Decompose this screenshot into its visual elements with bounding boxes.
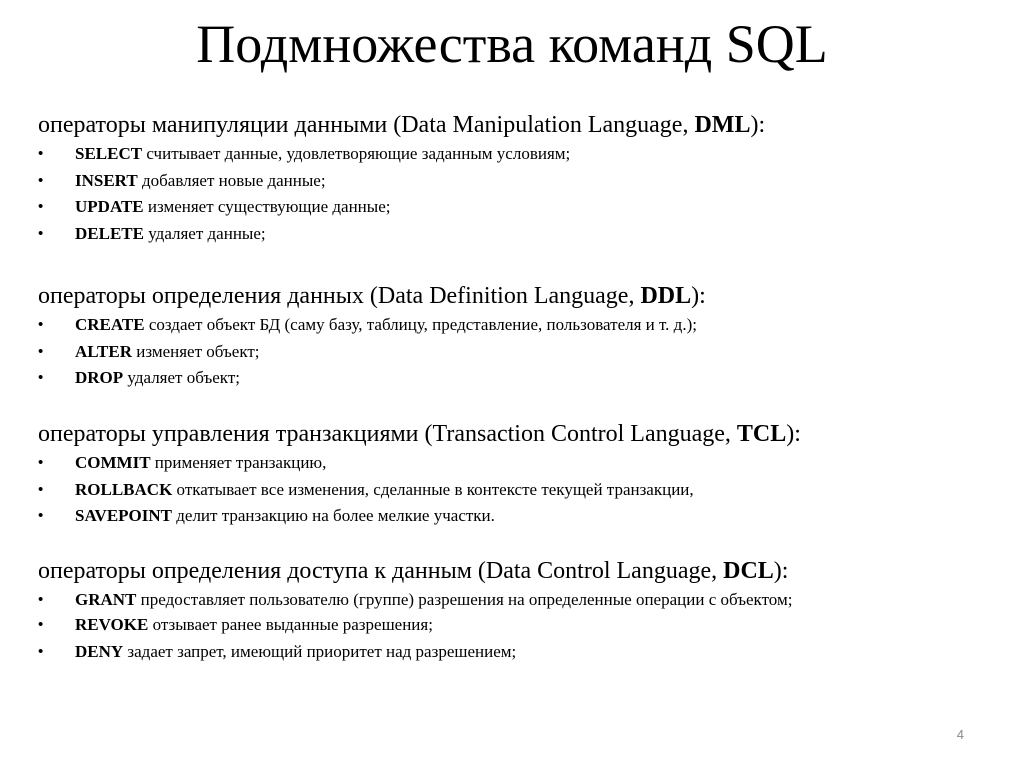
command-keyword: DROP (75, 368, 124, 387)
list-item: • DELETE удаляет данные; (38, 221, 988, 248)
command-keyword: ALTER (75, 341, 133, 361)
list-item: • UPDATE изменяет существующие данные; (38, 194, 988, 221)
command-keyword: DENY (75, 641, 124, 661)
bullet: • (38, 342, 44, 360)
section-heading-suffix: ): (773, 558, 789, 584)
section-dml: операторы манипуляции данными (Data Mani… (38, 110, 988, 247)
command-list: • GRANT предоставляет пользователю (групп… (38, 587, 988, 665)
section-heading-text: операторы определения данных (Data Defin… (38, 283, 641, 309)
command-description: добавляет новые данные; (137, 170, 326, 190)
list-item: • INSERT добавляет новые данные; (38, 168, 988, 195)
command-description: делит транзакцию на более мелкие участки… (172, 506, 495, 525)
command-keyword: DELETE (75, 223, 144, 243)
command-description: задает запрет, имеющий приоритет над раз… (123, 641, 517, 661)
command-description: считывает данные, удовлетворяющие заданн… (142, 144, 571, 163)
section-heading: операторы управления транзакциями (Trans… (38, 419, 988, 449)
list-item: • DROP удаляет объект; (38, 365, 988, 392)
command-keyword: ROLLBACK (75, 479, 173, 499)
list-item: • CREATE создает объект БД (саму базу, та… (38, 312, 988, 339)
slide-title: Подмножества команд SQL (196, 14, 828, 74)
list-item: • GRANT предоставляет пользователю (групп… (38, 587, 988, 612)
section-heading: операторы манипуляции данными (Data Mani… (38, 110, 988, 140)
bullet: • (38, 145, 44, 162)
section-heading-text: операторы манипуляции данными (Data Mani… (38, 112, 695, 138)
bullet: • (38, 171, 44, 189)
bullet: • (38, 591, 44, 608)
command-description: удаляет объект; (123, 368, 240, 387)
command-list: • CREATE создает объект БД (саму базу, та… (38, 312, 988, 392)
bullet: • (38, 198, 44, 215)
bullet: • (38, 507, 44, 524)
section-heading: операторы определения данных (Data Defin… (38, 281, 988, 311)
command-description: изменяет существующие данные; (143, 197, 391, 216)
command-description: создает объект БД (саму базу, таблицу, п… (144, 315, 697, 334)
bullet: • (38, 316, 44, 333)
command-keyword: INSERT (75, 170, 138, 190)
list-item: • ALTER изменяет объект; (38, 339, 988, 366)
command-description: предоставляет пользователю (группе) разр… (136, 590, 793, 609)
section-heading: операторы определения доступа к данным (… (38, 556, 988, 586)
command-description: удаляет данные; (143, 223, 266, 243)
list-item: • SELECT считывает данные, удовлетворяющи… (38, 141, 988, 168)
bullet: • (38, 480, 44, 498)
list-item: • DENY задает запрет, имеющий приоритет н… (38, 639, 988, 666)
section-heading-abbr: DDL (640, 283, 692, 309)
command-keyword: REVOKE (75, 615, 149, 634)
command-keyword: SAVEPOINT (75, 506, 172, 525)
list-item: • REVOKE отзывает ранее выданные разрешен… (38, 612, 988, 639)
bullet: • (38, 454, 44, 471)
command-keyword: CREATE (75, 315, 145, 334)
page-number: 4 (956, 727, 964, 742)
command-list: • COMMIT применяет транзакцию, • ROLLBACK … (38, 450, 988, 530)
bullet: • (38, 369, 44, 386)
section-heading-text: операторы управления транзакциями (Trans… (38, 421, 737, 447)
section-heading-suffix: ): (691, 283, 706, 309)
section-tcl: операторы управления транзакциями (Trans… (38, 419, 988, 530)
section-dcl: операторы определения доступа к данным (… (38, 556, 988, 665)
bullet: • (38, 616, 44, 633)
bullet: • (38, 642, 44, 660)
command-keyword: UPDATE (75, 197, 144, 216)
list-item: • ROLLBACK откатывает все изменения, сдел… (38, 477, 988, 504)
section-heading-text: операторы определения доступа к данным (… (38, 558, 724, 584)
section-heading-abbr: DCL (723, 558, 774, 584)
section-heading-abbr: TCL (736, 421, 787, 447)
section-ddl: операторы определения данных (Data Defin… (38, 281, 988, 392)
command-list: • SELECT считывает данные, удовлетворяющи… (38, 141, 988, 247)
bullet: • (38, 224, 44, 242)
section-heading-abbr: DML (694, 112, 751, 138)
command-description: откатывает все изменения, сделанные в ко… (172, 479, 694, 499)
command-keyword: GRANT (75, 590, 137, 609)
command-description: изменяет объект; (132, 341, 260, 361)
command-keyword: SELECT (75, 144, 143, 163)
list-item: • COMMIT применяет транзакцию, (38, 450, 988, 477)
section-heading-suffix: ): (786, 421, 801, 447)
command-description: отзывает ранее выданные разрешения; (148, 615, 433, 634)
command-description: применяет транзакцию, (150, 453, 327, 472)
section-heading-suffix: ): (750, 112, 766, 138)
command-keyword: COMMIT (75, 453, 151, 472)
list-item: • SAVEPOINT делит транзакцию на более мел… (38, 503, 988, 530)
